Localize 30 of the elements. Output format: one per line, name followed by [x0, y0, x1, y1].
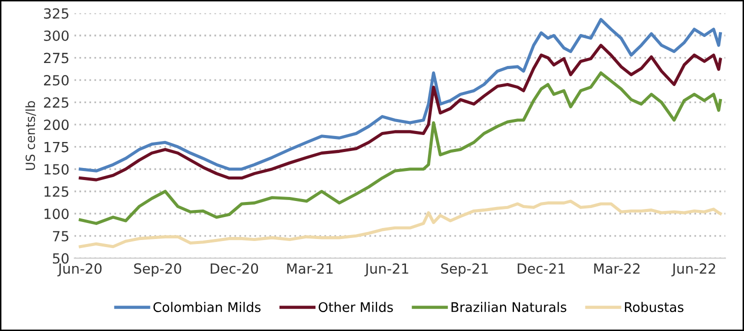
legend-label: Robustas: [624, 302, 684, 312]
y-tick-label: 225: [44, 97, 68, 108]
line-series: [78, 200, 722, 248]
legend-label: Brazilian Naturals: [452, 302, 566, 312]
line-series: [78, 44, 722, 182]
x-tick-label: Sep-20: [134, 263, 182, 276]
x-tick-label: Mar-21: [287, 263, 333, 274]
x-tick-label: Jun-20: [57, 263, 102, 276]
legend-label: Other Milds: [318, 302, 393, 312]
x-tick-label: Jun-22: [671, 263, 716, 276]
y-tick-label: 200: [44, 120, 69, 130]
y-tick-label: 275: [44, 52, 68, 64]
y-tick-label: 125: [44, 186, 68, 197]
y-axis-title: US cents/lb: [25, 101, 36, 170]
y-tick-label: 300: [44, 30, 69, 41]
line-series: [78, 18, 722, 172]
y-tick-label: 250: [44, 75, 69, 86]
x-tick-label: Mar-22: [594, 263, 640, 274]
y-tick-label: 150: [44, 164, 69, 175]
x-tick-label: Dec-20: [210, 263, 258, 274]
y-tick-label: 50: [52, 253, 69, 264]
x-tick-label: Jun-21: [364, 263, 408, 276]
line-series: [78, 71, 722, 225]
y-tick-label: 175: [44, 142, 68, 152]
x-tick-label: Sep-21: [441, 263, 488, 276]
y-tick-label: 325: [44, 8, 68, 19]
y-tick-label: 100: [44, 208, 69, 220]
legend-label: Colombian Milds: [153, 302, 261, 312]
x-tick-label: Dec-21: [518, 263, 565, 274]
y-tick-label: 75: [53, 231, 68, 242]
